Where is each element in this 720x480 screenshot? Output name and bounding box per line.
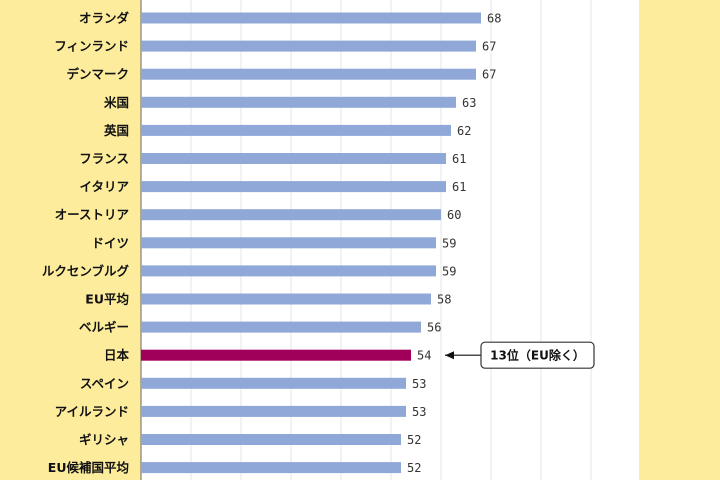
category-label: オーストリア: [55, 207, 129, 222]
bar: [141, 434, 401, 445]
value-label: 58: [437, 293, 451, 307]
category-label: ギリシャ: [79, 432, 129, 447]
bar: [141, 405, 406, 417]
category-label: EU平均: [85, 292, 129, 307]
value-label: 67: [482, 68, 496, 82]
bar: [141, 12, 481, 24]
value-label: 62: [457, 124, 471, 138]
bar: [141, 124, 451, 136]
bar: [141, 68, 476, 80]
value-label: 61: [452, 180, 466, 194]
category-label: EU候補国平均: [48, 460, 129, 475]
bar: [141, 96, 456, 108]
value-label: 56: [427, 321, 441, 335]
value-label: 52: [407, 461, 421, 475]
value-label: 54: [417, 349, 431, 363]
category-label: ルクセンブルグ: [42, 263, 130, 278]
bar: [141, 209, 441, 221]
annotation-text: 13位（EU除く）: [490, 348, 585, 363]
value-label: 67: [482, 40, 496, 54]
bar: [141, 181, 446, 193]
category-label: イタリア: [79, 179, 129, 194]
bar: [141, 293, 431, 305]
value-label: 63: [462, 96, 476, 110]
value-label: 60: [447, 208, 461, 222]
category-label: ベルギー: [79, 320, 129, 335]
category-label: 米国: [103, 95, 129, 110]
category-label: フランス: [79, 151, 129, 166]
bar: [141, 237, 436, 249]
bar: [141, 40, 476, 52]
category-label: アイルランド: [55, 404, 129, 419]
annotation-box: [480, 341, 595, 369]
value-label: 52: [407, 433, 421, 447]
annotation-arrow-head: [445, 351, 454, 360]
bar: [141, 153, 446, 164]
category-label: 英国: [104, 123, 129, 138]
bar: [141, 377, 406, 389]
value-label: 61: [452, 152, 466, 166]
value-label: 59: [442, 264, 456, 278]
category-label: デンマーク: [66, 67, 129, 82]
category-label: フィンランド: [54, 39, 129, 54]
category-label: スペイン: [80, 376, 129, 391]
bar-highlight: [141, 349, 411, 361]
bar: [141, 265, 436, 277]
value-label: 53: [412, 377, 426, 391]
value-label: 53: [412, 405, 426, 419]
bar: [141, 462, 401, 474]
bar: [141, 321, 421, 333]
category-label: ドイツ: [91, 235, 129, 250]
category-label: オランダ: [79, 11, 130, 26]
value-label: 68: [487, 12, 501, 26]
category-label: 日本: [104, 348, 130, 363]
value-label: 59: [442, 236, 456, 250]
